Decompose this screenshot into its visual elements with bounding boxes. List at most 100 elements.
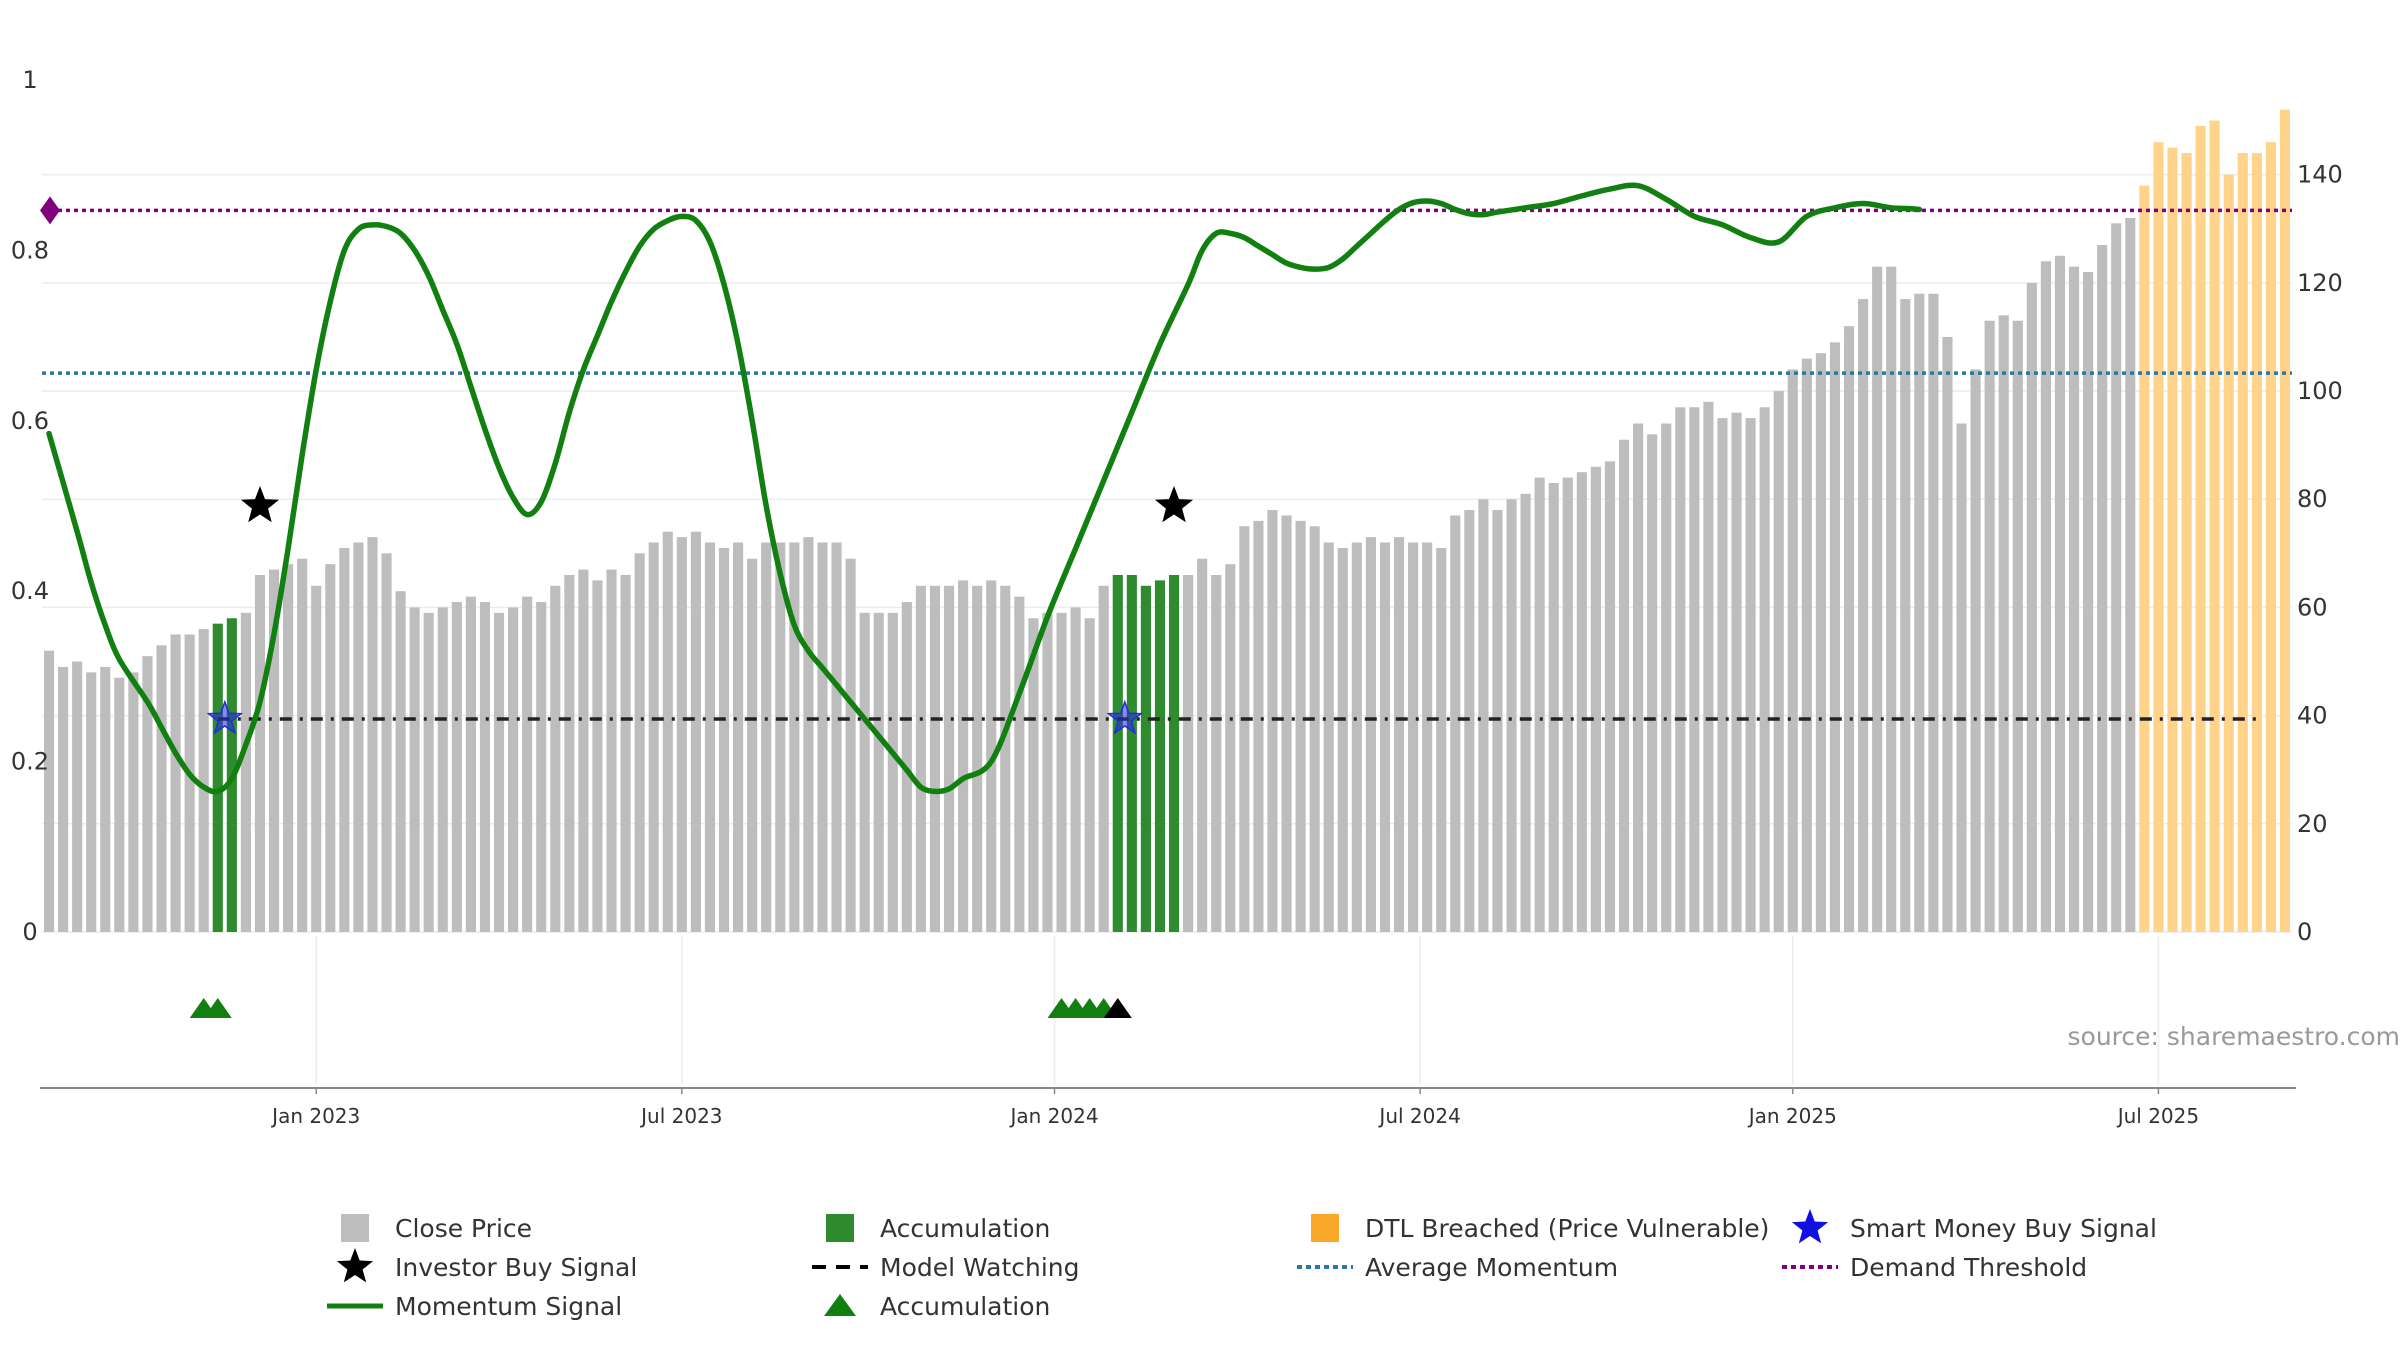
legend-label: Close Price: [395, 1214, 532, 1243]
close-price-bar: [268, 569, 280, 932]
left-tick-label: 0.4: [11, 577, 49, 605]
close-price-bar: [1070, 607, 1081, 932]
close-price-bar: [1534, 477, 1545, 932]
bars: [43, 109, 2291, 933]
close-price-bar: [240, 612, 251, 932]
legend-symbol: [336, 1248, 374, 1283]
close-price-bar: [1787, 369, 1798, 932]
close-price-bar: [1211, 574, 1222, 932]
right-tick-label: 20: [2297, 810, 2328, 838]
close-price-bar: [297, 558, 308, 932]
close-price-bar: [1717, 418, 1728, 933]
close-price-bar: [1703, 401, 1714, 932]
legend-item-demand_threshold: Demand Threshold: [1782, 1253, 2087, 1282]
close-price-bar: [1886, 266, 1897, 933]
legend-symbol: [824, 1294, 856, 1316]
close-price-bar: [156, 645, 167, 932]
legend-item-dtl_breached: DTL Breached (Price Vulnerable): [1311, 1214, 1769, 1243]
close-price-bar: [662, 531, 673, 932]
left-tick-label: 0: [22, 918, 37, 946]
close-price-bar: [128, 672, 139, 932]
close-price-bar: [1970, 369, 1981, 932]
close-price-bar: [606, 569, 617, 932]
source-label: source: sharemaestro.com: [2068, 1022, 2400, 1051]
close-price-bar: [2125, 217, 2136, 932]
close-price-bar: [1253, 520, 1264, 932]
close-price-bar: [1562, 477, 1573, 932]
close-price-bar: [1450, 515, 1461, 932]
close-price-bar: [1661, 423, 1672, 932]
legend-item-accumulation_bar: Accumulation: [826, 1214, 1050, 1243]
close-price-bar: [1295, 520, 1306, 932]
close-price-bar: [2083, 272, 2094, 932]
close-price-bar: [761, 542, 772, 932]
watching-triangle: [1103, 998, 1132, 1018]
close-price-bar: [733, 542, 744, 932]
close-price-bar: [1956, 423, 1967, 932]
right-tick-label: 0: [2297, 918, 2312, 946]
close-price-bar: [2111, 223, 2122, 932]
close-price-bar: [353, 542, 364, 932]
close-price-bar: [817, 542, 828, 932]
close-price-bar: [395, 591, 406, 932]
close-price-bar: [58, 666, 69, 932]
legend-label: Model Watching: [880, 1253, 1080, 1282]
close-price-bar: [1098, 585, 1109, 932]
close-price-bar: [1520, 493, 1531, 932]
close-price-bar: [634, 553, 645, 932]
close-price-bar: [536, 602, 547, 932]
close-price-bar: [704, 542, 716, 932]
close-price-bar: [184, 634, 195, 932]
close-price-bar: [2012, 320, 2023, 932]
left-tick-label: 0.6: [11, 407, 49, 435]
accumulation-bar: [1126, 574, 1137, 932]
accumulation-bar: [1168, 574, 1180, 932]
close-price-bar: [1675, 407, 1686, 932]
close-price-bar: [972, 585, 983, 932]
close-price-bar: [1183, 574, 1194, 932]
close-price-bar: [1309, 526, 1320, 932]
close-price-bar: [1393, 537, 1405, 932]
close-price-bar: [929, 585, 941, 932]
close-price-bar: [465, 596, 476, 932]
x-tick-label: Jan 2025: [1747, 1104, 1837, 1128]
close-price-bar: [142, 656, 153, 932]
demand-threshold-marker: [40, 196, 60, 225]
close-price-bar: [1337, 547, 1348, 932]
close-price-bar: [43, 650, 55, 932]
close-price-bar: [676, 537, 687, 932]
dtl-breached-bar: [2209, 120, 2220, 933]
close-price-bar: [170, 634, 181, 932]
close-price-bar: [522, 596, 533, 932]
close-price-bar: [1618, 439, 1630, 932]
signal-markers: [189, 486, 1194, 1018]
close-price-bar: [1492, 510, 1503, 932]
legend-label: Smart Money Buy Signal: [1850, 1214, 2157, 1243]
investor-buy-signal-star: [240, 486, 279, 523]
legend-label: Momentum Signal: [395, 1292, 622, 1321]
close-price-bar: [423, 612, 434, 932]
close-price-bar: [367, 537, 378, 932]
close-price-bar: [1576, 472, 1587, 932]
close-price-bar: [1745, 418, 1756, 933]
close-price-bar: [2097, 244, 2108, 932]
close-price-bar: [775, 542, 786, 932]
close-price-bar: [100, 666, 111, 932]
legend: Close Price Accumulation DTL Breached (Pri…: [327, 1209, 2157, 1321]
grid: [42, 173, 2292, 1085]
legend-symbol: [1791, 1209, 1829, 1244]
close-price-bar: [339, 547, 350, 932]
close-price-bar: [1773, 391, 1784, 932]
right-tick-label: 60: [2297, 593, 2328, 621]
close-price-bar: [592, 580, 603, 932]
close-price-bar: [325, 564, 336, 932]
close-price-bar: [958, 580, 969, 932]
close-price-bar: [578, 569, 589, 932]
right-tick-label: 40: [2297, 702, 2328, 730]
close-price-bar: [1084, 618, 1095, 932]
right-tick-label: 80: [2297, 485, 2328, 513]
close-price-bar: [311, 585, 322, 932]
close-price-bar: [2026, 282, 2037, 932]
close-price-bar: [114, 677, 125, 932]
close-price-bar: [1998, 315, 2009, 932]
